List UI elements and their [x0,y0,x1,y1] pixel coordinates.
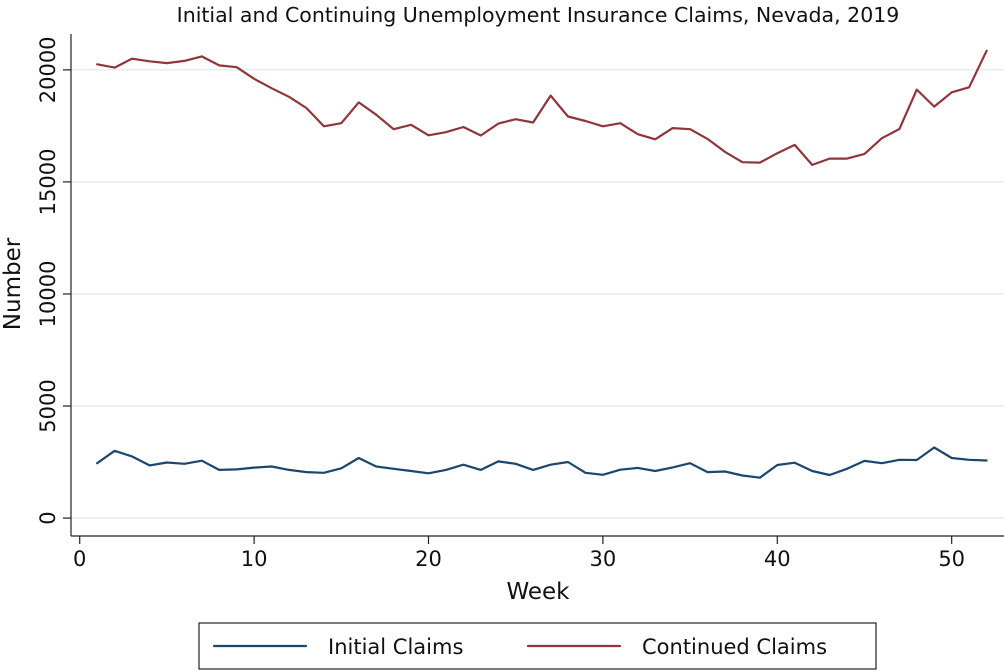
x-tick-label: 30 [590,547,617,571]
series-line-initial-claims [96,446,988,479]
y-tick-label: 10000 [36,261,60,328]
legend-label-initial-claims: Initial Claims [328,635,463,659]
legend: Initial Claims Continued Claims [198,622,877,670]
y-tick-label: 15000 [36,149,60,216]
x-tick-label: 10 [241,547,268,571]
axes [70,34,1004,537]
x-tick-label: 50 [938,547,965,571]
x-tick-label: 20 [415,547,442,571]
y-tick-label: 5000 [36,379,60,432]
ticks: 0 5000 10000 15000 20000 0 10 20 30 40 50 [36,36,965,571]
x-tick-label: 0 [73,547,86,571]
series-line-continued-claims [96,49,988,166]
y-tick-label: 20000 [36,36,60,103]
legend-label-continued-claims: Continued Claims [642,635,827,659]
y-axis-label: Number [0,237,26,330]
x-tick-label: 40 [764,547,791,571]
series-lines [96,49,988,479]
chart-title: Initial and Continuing Unemployment Insu… [177,3,900,27]
gridlines [71,69,1004,519]
y-tick-label: 0 [36,511,60,524]
x-axis-label: Week [506,579,570,605]
